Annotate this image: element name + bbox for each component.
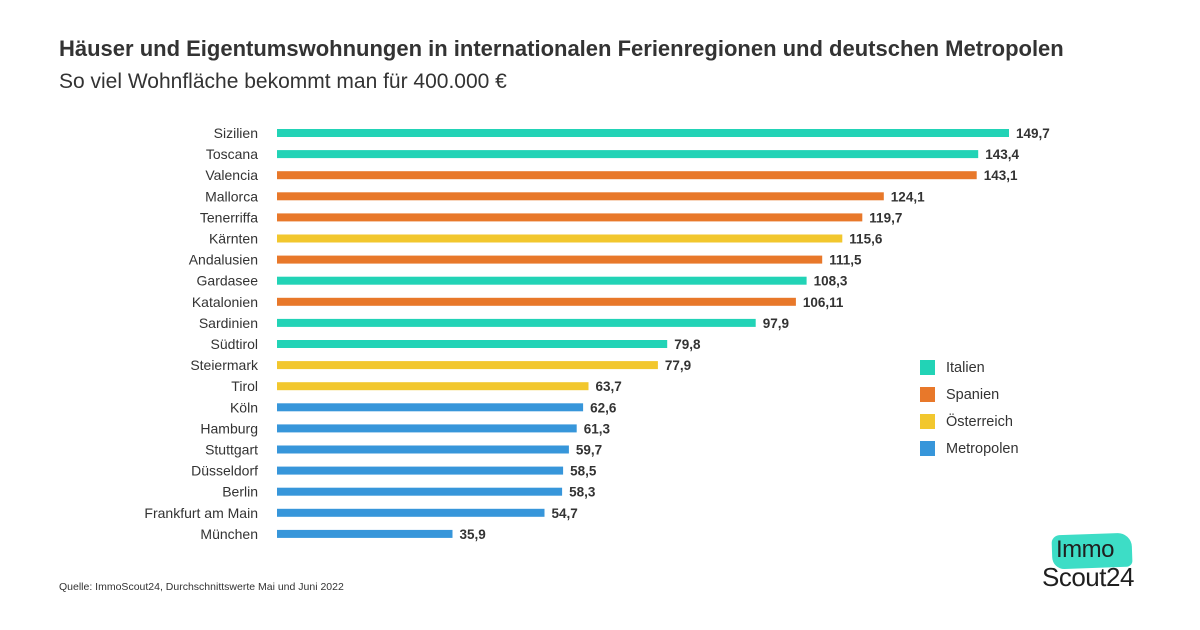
category-label-tenerriffa: Tenerriffa [200,209,258,225]
legend-label-oesterreich: Österreich [946,413,1013,430]
chart-title: Häuser und Eigentumswohnungen in interna… [59,36,1064,61]
value-label-koeln: 62,6 [590,400,617,415]
category-label-steiermark: Steiermark [190,357,259,373]
category-label-mallorca: Mallorca [205,188,258,204]
legend-item-italien: Italien [920,354,1019,381]
category-label-muenchen: München [200,526,258,542]
bar-suedtirol [277,340,668,348]
category-label-sizilien: Sizilien [214,125,258,141]
immoscout24-logo: Immo Scout24 [1038,532,1142,594]
bar-duesseldorf [277,466,564,475]
logo-text-scout24: Scout24 [1042,562,1134,592]
category-label-katalonien: Katalonien [192,294,258,310]
value-label-gardasee: 108,3 [814,274,848,289]
bar-toscana [277,150,979,159]
value-label-berlin: 58,3 [569,485,596,500]
chart-subtitle: So viel Wohnfläche bekommt man für 400.0… [59,70,507,93]
bar-sardinien [277,318,756,327]
category-label-valencia: Valencia [205,167,258,183]
value-label-toscana: 143,4 [985,147,1019,162]
category-label-koeln: Köln [230,399,258,415]
value-label-andalusien: 111,5 [829,253,862,268]
bar-steiermark [277,361,658,370]
bar-valencia [277,171,977,180]
value-label-duesseldorf: 58,5 [570,464,597,479]
value-label-frankfurt-am-main: 54,7 [552,506,578,521]
logo-text-immo: Immo [1056,536,1115,563]
category-label-andalusien: Andalusien [189,252,258,268]
category-label-hamburg: Hamburg [200,420,258,436]
category-label-tirol: Tirol [231,378,258,394]
category-label-frankfurt-am-main: Frankfurt am Main [144,505,258,521]
value-label-hamburg: 61,3 [584,421,611,436]
bar-koeln [277,403,584,412]
bar-tirol [277,382,589,391]
bar-katalonien [277,297,796,306]
bar-tenerriffa [277,213,863,222]
legend-item-oesterreich: Österreich [920,408,1019,435]
category-label-sardinien: Sardinien [199,315,258,331]
category-label-gardasee: Gardasee [197,273,259,289]
value-label-tenerriffa: 119,7 [869,210,902,225]
category-label-berlin: Berlin [222,484,258,500]
bar-kaernten [277,234,843,243]
legend-swatch-italien [920,360,935,375]
value-label-sizilien: 149,7 [1016,126,1050,141]
value-label-stuttgart: 59,7 [576,443,602,458]
chart-legend: Italien Spanien Österreich Metropolen [920,354,1019,462]
bar-andalusien [277,255,823,264]
legend-label-italien: Italien [946,359,985,376]
bar-hamburg [277,424,577,433]
value-label-sardinien: 97,9 [763,316,789,331]
value-label-kaernten: 115,6 [849,232,883,247]
value-label-katalonien: 106,11 [803,295,844,310]
legend-item-metropolen: Metropolen [920,435,1019,462]
value-label-tirol: 63,7 [596,379,622,394]
source-note: Quelle: ImmoScout24, Durchschnittswerte … [59,581,344,593]
bar-mallorca [277,192,884,201]
legend-swatch-spanien [920,387,935,402]
category-label-kaernten: Kärnten [209,231,258,247]
bar-muenchen [277,529,453,538]
bar-berlin [277,487,563,496]
legend-label-spanien: Spanien [946,386,1000,403]
value-label-steiermark: 77,9 [665,358,691,373]
category-label-toscana: Toscana [206,146,258,162]
bar-sizilien [277,129,1009,137]
legend-label-metropolen: Metropolen [946,440,1019,457]
category-label-suedtirol: Südtirol [211,336,258,352]
value-label-suedtirol: 79,8 [674,337,701,352]
legend-swatch-metropolen [920,441,935,456]
value-label-valencia: 143,1 [984,168,1018,183]
category-label-stuttgart: Stuttgart [205,442,258,458]
legend-swatch-oesterreich [920,414,935,429]
bar-stuttgart [277,445,569,454]
value-label-muenchen: 35,9 [460,527,486,542]
bar-gardasee [277,276,807,285]
legend-item-spanien: Spanien [920,381,1019,408]
value-label-mallorca: 124,1 [891,189,925,204]
category-label-duesseldorf: Düsseldorf [191,463,258,479]
bar-frankfurt-am-main [277,508,545,517]
